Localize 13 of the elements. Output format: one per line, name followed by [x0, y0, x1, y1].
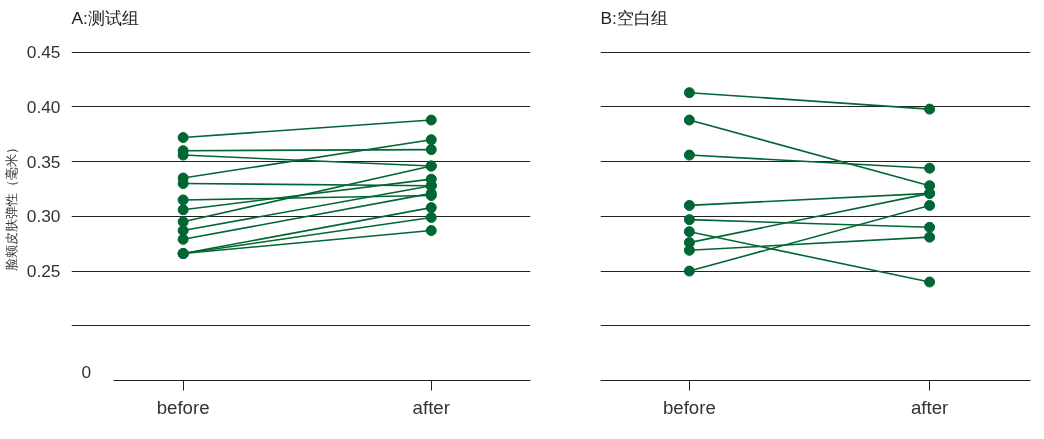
x-tick-label: after [910, 396, 949, 418]
x-tick-label: after [412, 396, 450, 418]
y-tick-label: 0.30 [26, 206, 61, 227]
y-tick-label: 0.45 [26, 42, 61, 63]
y-tick-label: 0.40 [26, 96, 61, 117]
x-tick-label: before [156, 396, 210, 418]
y-tick-label: 0.25 [26, 261, 61, 282]
y-axis-title: 脸颊皮肤弹性（毫米） [3, 141, 19, 272]
chart-title: B:空白组 [600, 7, 668, 28]
x-tick-label: before [662, 396, 716, 418]
y-tick-label: 0.35 [26, 151, 61, 172]
annotation: 0 [81, 361, 92, 382]
chart-title: A:测试组 [71, 7, 139, 28]
